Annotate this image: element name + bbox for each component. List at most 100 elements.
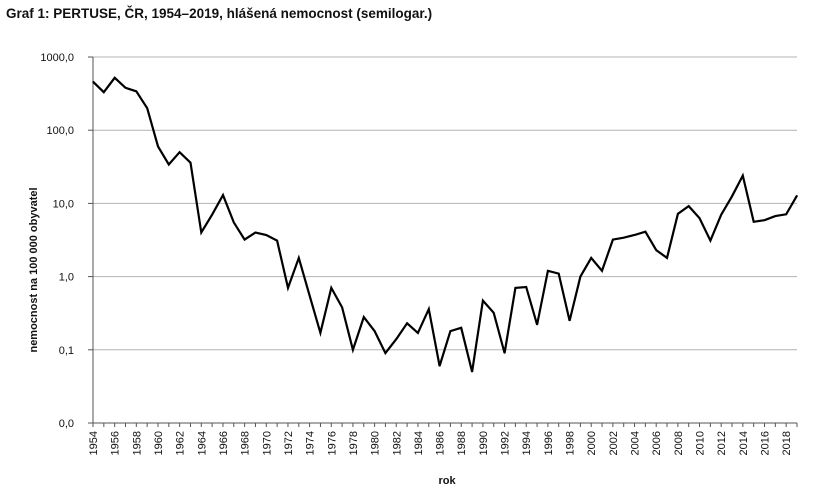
data-point: [709, 240, 711, 242]
x-tick-label: 2014: [738, 431, 750, 455]
data-point: [460, 327, 462, 329]
x-tick-label: 2008: [673, 431, 685, 455]
y-tick-label: 1000,0: [40, 52, 74, 64]
x-tick-label: 1988: [456, 431, 468, 455]
x-tick-label: 1974: [305, 431, 317, 455]
data-point: [536, 324, 538, 326]
data-point: [330, 287, 332, 289]
data-point: [558, 272, 560, 275]
x-tick-label: 1962: [175, 431, 187, 455]
data-point: [179, 151, 181, 153]
data-point: [103, 91, 105, 93]
data-point: [644, 231, 646, 233]
x-tick-label: 2004: [630, 431, 642, 455]
x-tick-label: 1984: [413, 431, 425, 455]
x-tick-label: 1978: [348, 431, 360, 455]
x-tick-label: 1970: [261, 431, 273, 455]
x-tick-label: 1980: [370, 431, 382, 455]
x-tick-label: 1998: [565, 431, 577, 455]
data-point: [774, 215, 776, 217]
data-point: [612, 239, 614, 241]
data-point: [341, 306, 343, 308]
data-point: [124, 87, 127, 89]
x-tick-label: 1954: [88, 431, 100, 455]
x-tick-label: 2016: [760, 431, 772, 455]
data-point: [785, 213, 787, 215]
data-point: [319, 332, 322, 334]
data-point: [547, 270, 549, 272]
y-axis-label: nemocnost na 100 000 obyvatel: [28, 187, 40, 352]
data-point: [482, 300, 484, 302]
data-point: [753, 221, 755, 223]
data-point: [384, 352, 387, 354]
x-tick-label: 2006: [651, 431, 663, 455]
data-point: [601, 270, 603, 272]
x-tick-label: 1968: [240, 431, 252, 455]
x-tick-labels: 1954 1956 1958 1960 1962 1964 1966 1968 1970 1972…: [88, 431, 793, 455]
data-point: [493, 312, 495, 314]
data-point: [92, 81, 94, 83]
x-tick-label: 2002: [608, 431, 620, 455]
x-tick-label: 2012: [716, 431, 728, 455]
x-tick-label: 1958: [131, 431, 143, 455]
data-point: [352, 349, 354, 351]
data-point: [211, 214, 213, 216]
data-point: [655, 249, 657, 251]
y-tick-label: 1,0: [59, 272, 74, 284]
chart-title: Graf 1: PERTUSE, ČR, 1954–2019, hlášená …: [6, 6, 433, 21]
data-point: [244, 239, 246, 241]
data-point: [168, 163, 170, 166]
x-tick-label: 1972: [283, 431, 295, 455]
x-axis-label: rok: [438, 475, 456, 487]
data-point: [395, 338, 397, 340]
data-point: [633, 234, 636, 236]
x-tick-label: 1960: [153, 431, 165, 455]
x-tick-label: 1982: [391, 431, 403, 455]
series-line: [92, 76, 798, 373]
x-tick-label: 1994: [521, 431, 533, 455]
x-tick-label: 1966: [218, 431, 230, 455]
data-point: [525, 286, 527, 288]
data-point: [590, 257, 592, 259]
data-point: [189, 162, 192, 164]
data-point: [265, 234, 267, 236]
data-point: [731, 195, 733, 197]
data-point: [114, 77, 116, 79]
data-point: [514, 287, 517, 289]
data-point: [254, 231, 257, 234]
y-tick-label: 100,0: [46, 125, 74, 137]
data-point: [763, 219, 766, 221]
data-point: [471, 371, 473, 373]
data-point: [374, 330, 376, 332]
data-point: [666, 257, 668, 259]
x-tick-label: 1992: [500, 431, 512, 455]
data-point: [720, 214, 722, 216]
data-point: [449, 330, 452, 332]
data-point: [146, 107, 148, 109]
y-tick-labels: 0,0 0,1 1,0 10,0 100,0 1000,0: [40, 52, 74, 430]
data-line: [92, 76, 798, 373]
data-point: [157, 145, 159, 148]
data-point: [579, 276, 581, 278]
data-point: [363, 316, 365, 318]
data-point: [298, 257, 300, 259]
data-point: [135, 90, 137, 92]
data-point: [688, 205, 690, 207]
x-tick-label: 1956: [110, 431, 122, 455]
y-tick-label: 0,1: [59, 345, 74, 357]
x-tick-label: 2010: [695, 431, 707, 455]
data-point: [742, 174, 744, 177]
x-tick-label: 1964: [196, 431, 208, 455]
y-tick-label: 0,0: [59, 418, 74, 430]
data-point: [796, 194, 798, 197]
data-point: [698, 217, 701, 219]
data-point: [417, 332, 419, 334]
axes: [88, 56, 798, 427]
x-tick-label: 1990: [478, 431, 490, 455]
data-point: [406, 322, 408, 324]
data-point: [233, 221, 235, 224]
data-point: [222, 194, 224, 196]
data-point: [276, 240, 278, 242]
gridlines: [93, 56, 797, 351]
